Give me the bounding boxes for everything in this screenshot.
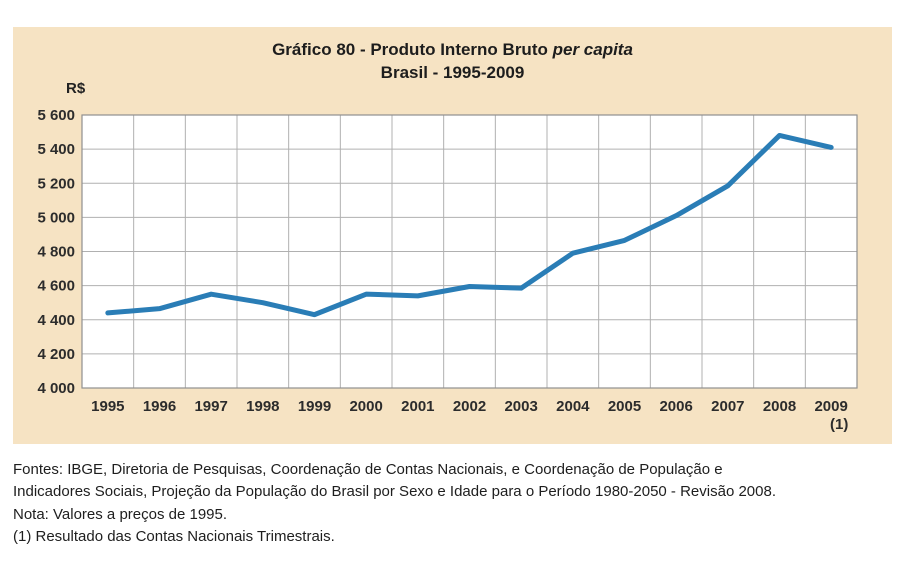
y-axis-tick-label: 4 400 xyxy=(37,312,75,329)
chart-subtitle: Brasil - 1995-2009 xyxy=(380,63,525,82)
chart-title-italic: per capita xyxy=(552,40,633,59)
x-axis-year-label: 2004 xyxy=(556,398,590,415)
x-axis-year-label: 1996 xyxy=(143,398,176,415)
x-axis-year-label: 2005 xyxy=(608,398,641,415)
x-axis-year-label: 2002 xyxy=(453,398,486,415)
x-axis-year-label: 2003 xyxy=(504,398,537,415)
y-axis-tick-label: 5 400 xyxy=(37,141,75,158)
source-note-line1: Fontes: IBGE, Diretoria de Pesquisas, Co… xyxy=(13,461,723,478)
x-axis-year-label: 2008 xyxy=(763,398,796,415)
y-axis-tick-label: 4 800 xyxy=(37,244,75,261)
pib-line-chart: 4 000 4 200 4 400 4 600 4 800 5 000 5 200 5 400… xyxy=(37,80,858,433)
x-axis-year-label: 1999 xyxy=(298,398,331,415)
x-axis-year-label: 2007 xyxy=(711,398,744,415)
chart-title-line1: Gráfico 80 - Produto Interno Bruto per c… xyxy=(13,38,892,61)
y-axis-tick-label: 5 200 xyxy=(37,175,75,192)
x-axis-year-label: 2009 xyxy=(814,398,847,415)
y-axis-tick-label: 4 600 xyxy=(37,278,75,295)
source-note-line2: Indicadores Sociais, Projeção da Populaç… xyxy=(13,483,776,501)
x-axis-year-label: 1998 xyxy=(246,398,279,415)
y-axis-tick-label: 4 200 xyxy=(37,346,75,363)
chart-title: Gráfico 80 - Produto Interno Bruto per c… xyxy=(13,38,892,84)
x-axis-year-label: 1995 xyxy=(91,398,124,415)
y-axis-tick-label: 5 600 xyxy=(37,107,75,124)
value-note: Nota: Valores a preços de 1995. xyxy=(13,505,228,523)
y-axis-tick-label: 5 000 xyxy=(37,209,75,226)
y-axis-unit-label: R$ xyxy=(66,80,86,97)
x-axis-year-label: 2000 xyxy=(349,398,382,415)
x-axis-footnote-marker: (1) xyxy=(830,416,848,433)
gdp-per-capita-line xyxy=(105,132,834,318)
y-axis-tick-label: 4 000 xyxy=(37,380,75,397)
plot-frame xyxy=(81,114,858,389)
footnote-1: (1) Resultado das Contas Nacionais Trime… xyxy=(13,528,335,546)
x-axis-year-label: 1997 xyxy=(194,398,227,415)
x-axis-year-label: 2001 xyxy=(401,398,434,415)
footer-notes: Fontes: IBGE, Diretoria de Pesquisas, Co… xyxy=(13,459,897,549)
chart-panel: Gráfico 80 - Produto Interno Bruto per c… xyxy=(13,27,892,444)
x-axis-year-label: 2006 xyxy=(659,398,692,415)
chart-title-text: Gráfico 80 - Produto Interno Bruto xyxy=(272,40,548,59)
